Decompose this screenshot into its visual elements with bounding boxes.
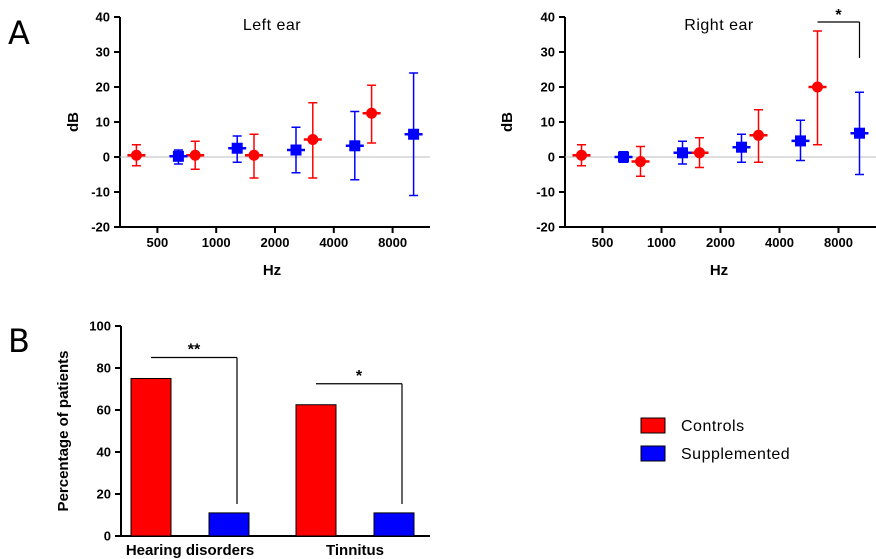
left-ear-point-controls: [130, 149, 142, 161]
bar-supplemented: [373, 512, 415, 537]
left-ear-title: Left ear: [243, 17, 301, 34]
left-ear-xlabel: Hz: [263, 262, 281, 279]
left-ear-ylabel: dB: [65, 112, 82, 132]
left-ear-xtick-label: 4000: [319, 235, 348, 250]
left-ear-point-controls: [307, 134, 319, 145]
left-ear-ytick-label: 0: [103, 150, 110, 165]
right-ear-ytick-label: 20: [541, 80, 555, 95]
left-ear-xtick-label: 8000: [378, 235, 407, 250]
right-ear-xtick-label: 1000: [647, 235, 676, 250]
right-ear-ytick-label: 0: [548, 150, 555, 165]
legend: Controls Supplemented: [640, 417, 790, 463]
bar-chart-ytick-label: 60: [97, 403, 111, 418]
right-ear-significance-label: *: [835, 7, 842, 24]
left-ear-ytick-label: -10: [91, 185, 110, 200]
bar-chart-ytick-label: 20: [97, 487, 111, 502]
left-ear-point-supplemented: [349, 140, 361, 152]
left-ear-point-controls: [248, 149, 260, 161]
percentage-bar-chart: Percentage of patients 0 20 40 60 80 100 Heari…: [55, 319, 430, 559]
panel-label-b: B: [8, 322, 30, 360]
bar-chart-category-label: Tinnitus: [326, 542, 384, 559]
left-ear-chart: Left ear Hz dB -20 -10 0 10 20 30 40 500 1000 200…: [65, 10, 430, 279]
bar-chart-ylabel: Percentage of patients: [55, 351, 72, 512]
right-ear-point-supplemented: [736, 141, 747, 153]
left-ear-point-controls: [189, 149, 201, 161]
right-ear-point-supplemented: [795, 135, 806, 147]
left-ear-point-supplemented: [231, 142, 243, 154]
bar-chart-category-label: Hearing disorders: [126, 542, 254, 559]
bar-significance-label: **: [188, 342, 201, 359]
bar-controls: [130, 378, 172, 537]
left-ear-point-supplemented: [172, 150, 184, 162]
right-ear-point-supplemented: [854, 127, 865, 139]
right-ear-point-supplemented: [618, 151, 629, 163]
bar-chart-ytick-label: 100: [89, 319, 111, 334]
right-ear-point-controls: [694, 147, 705, 159]
bar-significance-label: *: [356, 368, 363, 385]
legend-label-controls: Controls: [681, 418, 745, 435]
bar-chart-ytick-label: 0: [104, 529, 111, 544]
right-ear-ytick-label: -20: [536, 220, 555, 235]
right-ear-point-controls: [812, 81, 823, 93]
panel-label-a: A: [8, 14, 30, 52]
right-ear-xlabel: Hz: [710, 262, 728, 279]
right-ear-ytick-label: 40: [541, 10, 555, 25]
right-ear-point-supplemented: [677, 147, 688, 159]
legend-swatch-supplemented: [640, 445, 666, 462]
right-ear-point-controls: [635, 156, 646, 168]
left-ear-point-supplemented: [290, 144, 302, 156]
left-ear-xtick-label: 1000: [202, 235, 231, 250]
bar-chart-ytick-label: 80: [97, 361, 111, 376]
right-ear-xtick-label: 8000: [824, 235, 853, 250]
left-ear-point-controls: [366, 107, 378, 119]
left-ear-xtick-label: 500: [147, 235, 169, 250]
right-ear-ylabel: dB: [499, 112, 516, 132]
right-ear-xtick-label: 4000: [765, 235, 794, 250]
right-ear-ytick-label: 10: [541, 115, 555, 130]
left-ear-xtick-label: 2000: [261, 235, 290, 250]
left-ear-point-supplemented: [408, 128, 420, 140]
right-ear-ytick-label: 30: [541, 45, 555, 60]
right-ear-ytick-label: -10: [536, 185, 555, 200]
left-ear-ytick-label: -20: [91, 220, 110, 235]
bar-supplemented: [208, 512, 250, 537]
right-ear-xtick-label: 500: [592, 235, 614, 250]
right-ear-xtick-label: 2000: [706, 235, 735, 250]
left-ear-ytick-label: 20: [96, 80, 110, 95]
right-ear-point-controls: [753, 129, 764, 141]
bar-chart-ytick-label: 40: [97, 445, 111, 460]
right-ear-title: Right ear: [684, 17, 754, 34]
right-ear-chart: Right ear Hz dB -20 -10 0 10 20 30 40 500 1000 20…: [499, 7, 876, 279]
legend-label-supplemented: Supplemented: [681, 446, 790, 463]
legend-swatch-controls: [640, 417, 666, 434]
left-ear-ytick-label: 10: [96, 115, 110, 130]
right-ear-point-controls: [576, 149, 587, 161]
left-ear-ytick-label: 40: [96, 10, 110, 25]
left-ear-ytick-label: 30: [96, 45, 110, 60]
bar-controls: [295, 404, 337, 537]
